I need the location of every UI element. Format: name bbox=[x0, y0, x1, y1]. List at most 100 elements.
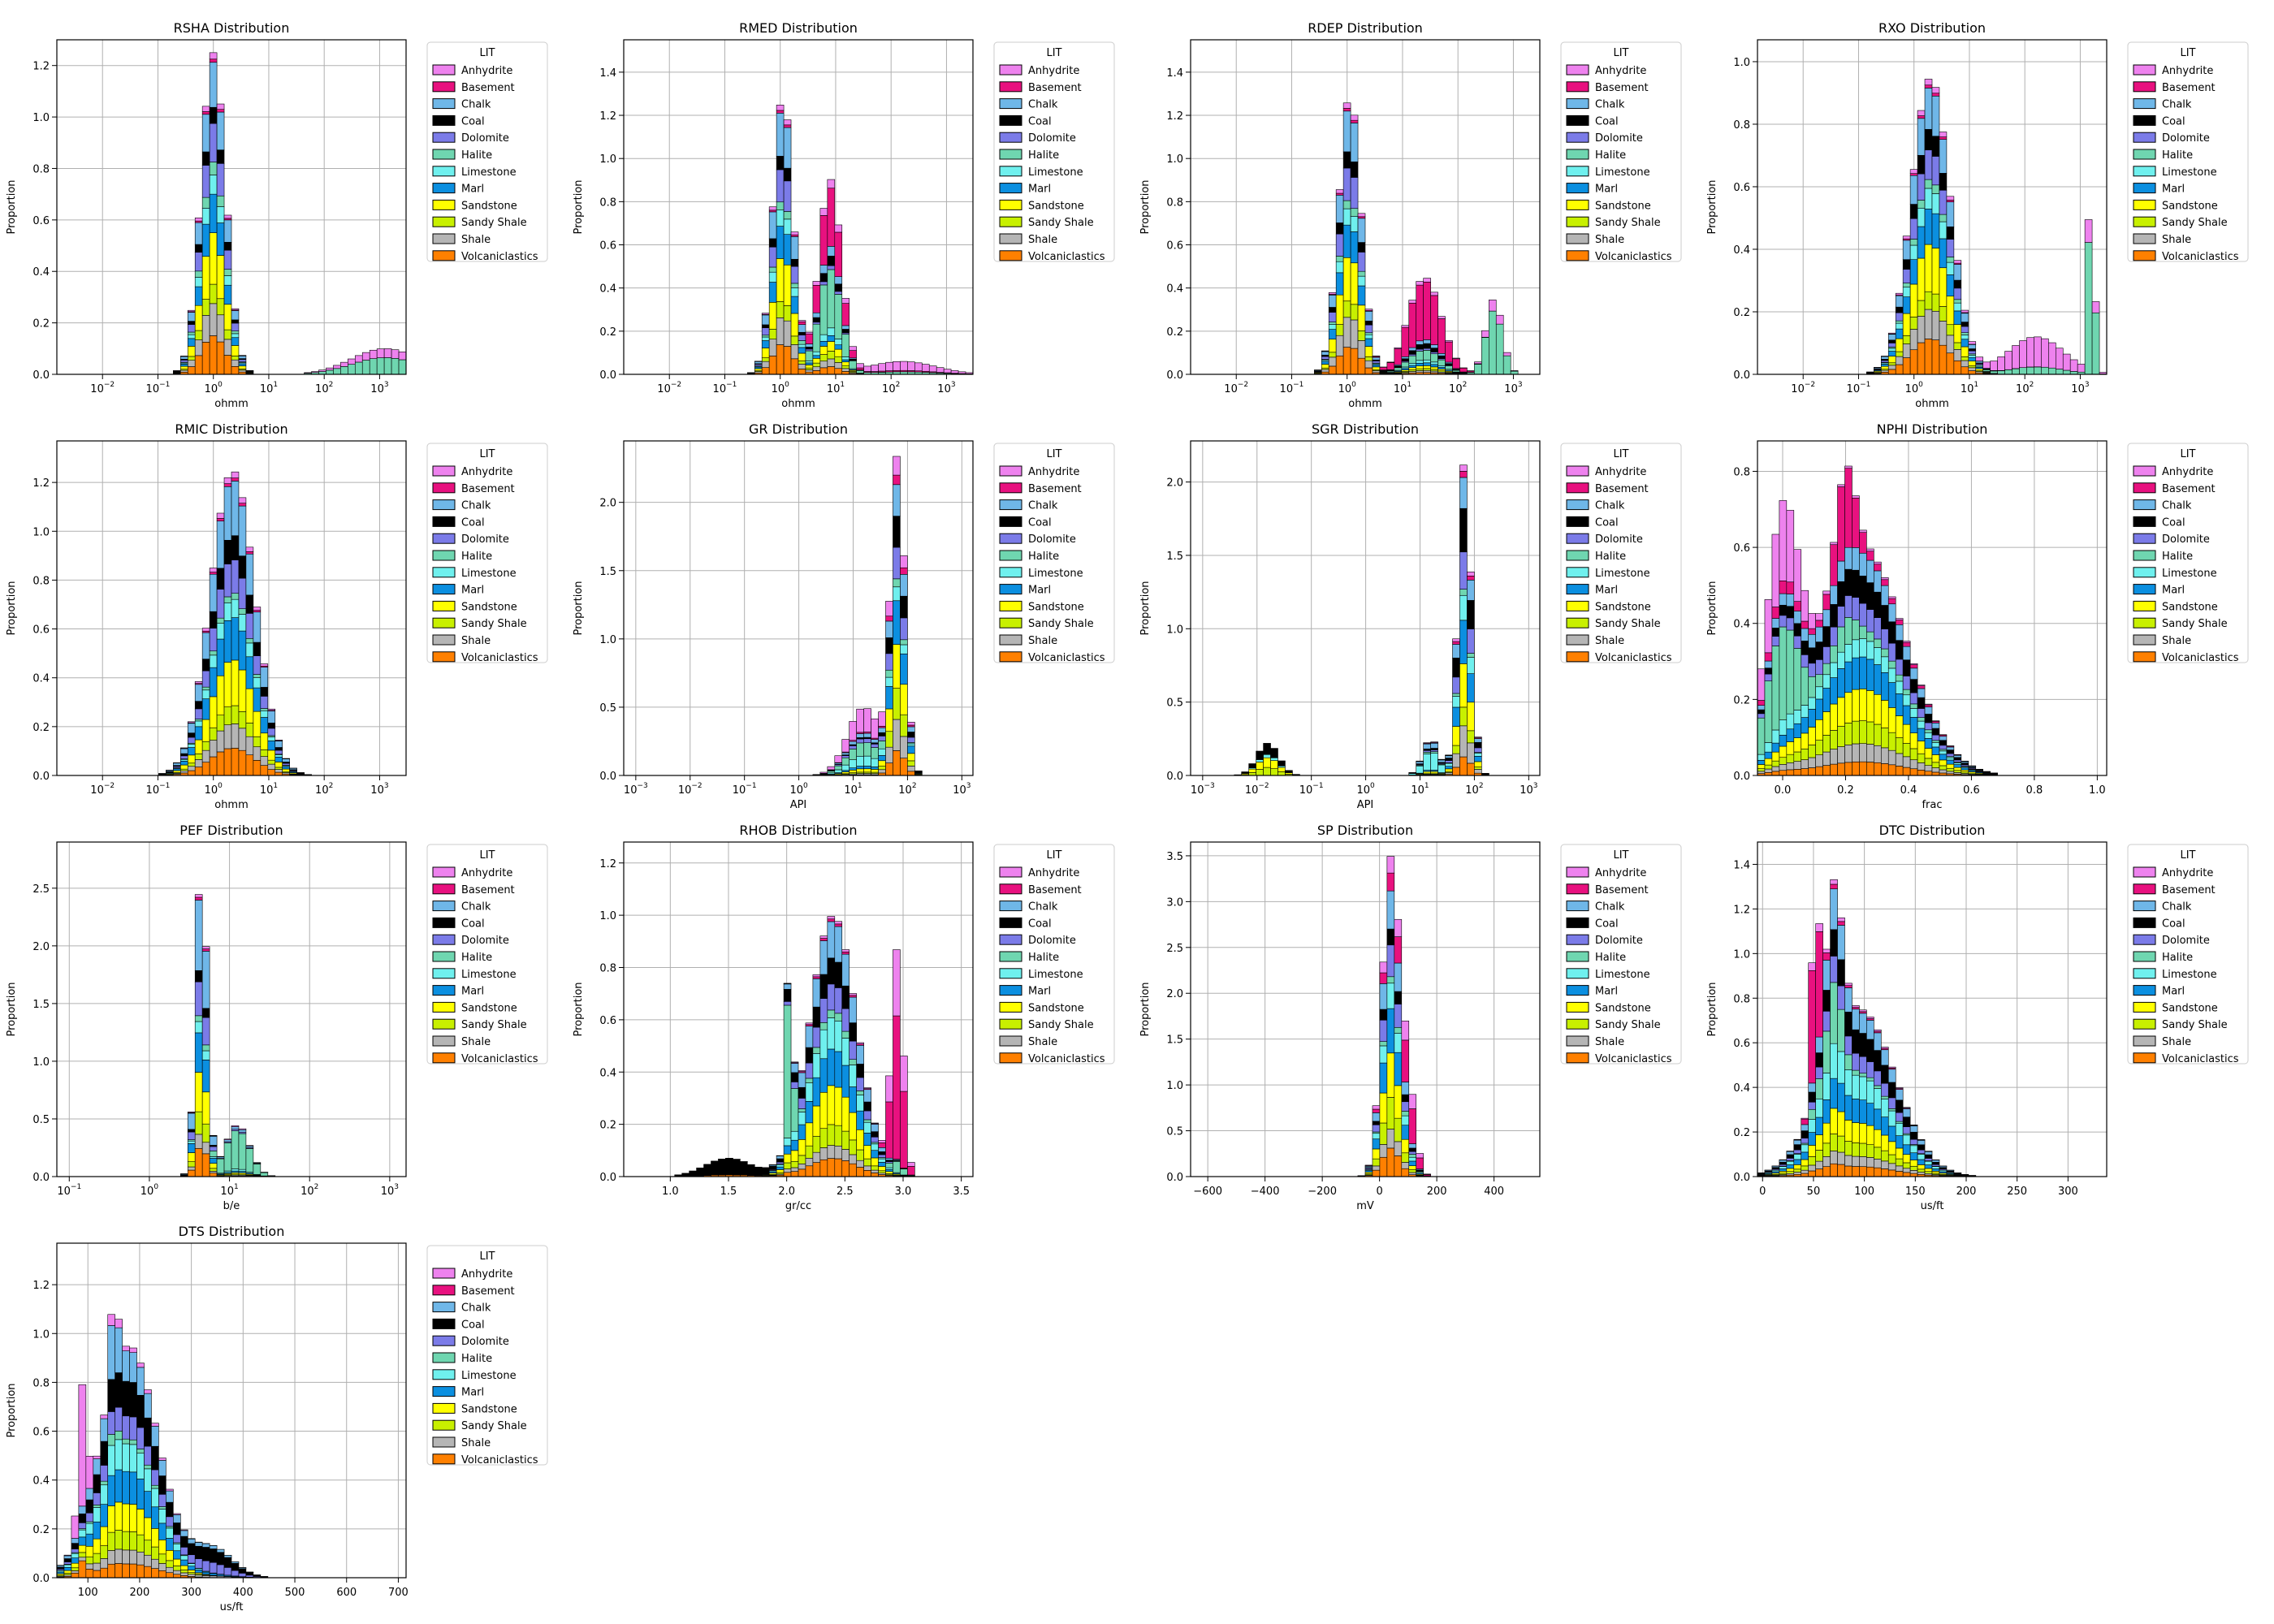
bar-segment-dolomite bbox=[1321, 356, 1329, 360]
bar-segment-dolomite bbox=[209, 1146, 218, 1151]
bar-segment-anhydrite bbox=[1445, 754, 1453, 756]
bar-segment-halite bbox=[1764, 680, 1773, 743]
bar-segment-chalk bbox=[790, 1063, 799, 1073]
bar-segment-coal bbox=[253, 641, 262, 656]
bar-segment-dolomite bbox=[798, 335, 806, 341]
legend-swatch-sandy-shale bbox=[999, 617, 1022, 628]
x-tick-label: 300 bbox=[181, 1587, 201, 1599]
bar-segment-halite bbox=[1467, 653, 1475, 658]
bar-segment-anhydrite bbox=[158, 1458, 166, 1461]
bar-segment-marl bbox=[209, 667, 218, 698]
bar-segment-dolomite bbox=[1939, 745, 1948, 750]
bar-segment-basement bbox=[1408, 302, 1417, 348]
bar-segment-limestone bbox=[115, 1439, 123, 1471]
bar-segment-coal bbox=[1401, 358, 1410, 362]
bar-segment-anhydrite bbox=[1844, 465, 1852, 469]
bar-segment-chalk bbox=[1430, 344, 1438, 348]
bar-segment-sandy-shale bbox=[834, 356, 843, 363]
bar-segment-coal bbox=[1946, 226, 1955, 240]
legend-swatch-chalk bbox=[999, 98, 1022, 110]
legend-swatch-sandstone bbox=[1566, 1001, 1589, 1013]
bar-segment-coal bbox=[1372, 1121, 1381, 1125]
legend-swatch-sandy-shale bbox=[1566, 216, 1589, 227]
x-tick-label: 250 bbox=[2007, 1186, 2027, 1198]
bar-segment-dolomite bbox=[100, 1465, 109, 1482]
bar-segment-marl bbox=[1931, 1168, 1940, 1172]
legend-swatch-shale bbox=[1566, 233, 1589, 244]
legend-entry: Volcaniclastics bbox=[1028, 251, 1105, 263]
bar-segment-sandy-shale bbox=[1364, 356, 1373, 361]
bar-segment-chalk bbox=[790, 236, 799, 260]
bar-segment-halite bbox=[856, 742, 864, 757]
bar-segment-shale bbox=[187, 1574, 196, 1577]
legend-entry: Shale bbox=[1028, 1036, 1057, 1048]
bar-segment-sandstone bbox=[1408, 1165, 1417, 1170]
bar-segment-halite bbox=[194, 719, 203, 722]
legend-swatch-coal bbox=[2133, 917, 2156, 928]
bar-segment-sandy-shale bbox=[144, 1540, 152, 1556]
bar-segment-chalk bbox=[1779, 1160, 1788, 1163]
bar-segment-limestone bbox=[1779, 719, 1788, 736]
legend-entry: Anhydrite bbox=[461, 1268, 512, 1281]
x-axis-label: us/ft bbox=[220, 1601, 244, 1613]
bar-segment-sandstone bbox=[834, 348, 843, 357]
bar-segment-basement bbox=[1430, 295, 1438, 345]
bar-segment-volcaniclastics bbox=[201, 342, 210, 375]
bar-segment-sandstone bbox=[1887, 1141, 1896, 1155]
bar-segment-anhydrite bbox=[85, 1456, 94, 1489]
legend-swatch-basement bbox=[999, 482, 1022, 494]
bar-segment-halite bbox=[107, 1434, 115, 1446]
legend-entry: Basement bbox=[1028, 483, 1082, 495]
legend-swatch-sandy-shale bbox=[2133, 216, 2156, 227]
bar-segment-sandstone bbox=[798, 352, 806, 361]
bar-segment-limestone bbox=[216, 623, 225, 640]
bar-segment-anhydrite bbox=[1874, 561, 1882, 565]
bar-segment-shale bbox=[78, 1557, 87, 1561]
bar-segment-anhydrite bbox=[1939, 132, 1948, 137]
bar-segment-dolomite bbox=[63, 1561, 72, 1565]
bar-segment-halite bbox=[2084, 242, 2093, 375]
bar-segment-marl bbox=[1924, 209, 1933, 245]
bar-segment-halite bbox=[1837, 626, 1845, 653]
y-tick-label: 0.6 bbox=[32, 624, 50, 637]
bar-segment-dolomite bbox=[1342, 167, 1351, 201]
bar-segment-coal bbox=[819, 974, 828, 999]
bar-segment-sandstone bbox=[827, 341, 836, 352]
bar-segment-coal bbox=[834, 961, 843, 988]
bar-segment-limestone bbox=[1822, 674, 1831, 689]
y-tick-label: 2.0 bbox=[32, 941, 50, 953]
x-tick-label: 400 bbox=[1484, 1186, 1504, 1198]
bar-segment-sandy-shale bbox=[783, 305, 792, 322]
bar-segment-halite bbox=[2091, 312, 2100, 375]
bar-segment-anhydrite bbox=[231, 471, 240, 478]
bar-segment-halite bbox=[85, 1521, 94, 1524]
bar-segment-coal bbox=[696, 1167, 704, 1177]
bar-segment-coal bbox=[187, 1543, 196, 1556]
bar-segment-volcaniclastics bbox=[115, 1563, 123, 1579]
bar-segment-marl bbox=[1779, 1168, 1788, 1172]
bar-segment-shale bbox=[1917, 316, 1926, 343]
bar-segment-shale bbox=[1342, 317, 1351, 348]
legend-entry: Halite bbox=[461, 551, 492, 563]
legend-swatch-volcaniclastics bbox=[999, 1052, 1022, 1064]
bar-segment-coal bbox=[216, 149, 225, 164]
bar-segment-anhydrite bbox=[885, 601, 893, 617]
x-tick-label: 200 bbox=[130, 1587, 150, 1599]
legend-entry: Halite bbox=[1595, 551, 1626, 563]
bar-segment-halite bbox=[1830, 982, 1838, 1044]
bar-segment-limestone bbox=[1931, 193, 1940, 214]
y-tick-label: 1.0 bbox=[599, 153, 616, 166]
bar-segment-halite bbox=[819, 284, 828, 335]
bar-segment-coal bbox=[1445, 758, 1453, 761]
bar-segment-sandstone bbox=[856, 768, 864, 773]
bar-segment-sandstone bbox=[267, 749, 276, 761]
bar-segment-dolomite bbox=[1808, 1101, 1816, 1110]
bar-segment-anhydrite bbox=[107, 1314, 115, 1326]
bar-segment-sandstone bbox=[238, 669, 247, 712]
y-tick-label: 0.4 bbox=[1733, 1082, 1750, 1095]
bar-segment-halite bbox=[885, 1162, 893, 1168]
legend-swatch-sandy-shale bbox=[999, 1018, 1022, 1030]
bar-segment-halite bbox=[253, 674, 262, 678]
bar-segment-limestone bbox=[834, 769, 843, 773]
legend-swatch-volcaniclastics bbox=[432, 1052, 456, 1064]
